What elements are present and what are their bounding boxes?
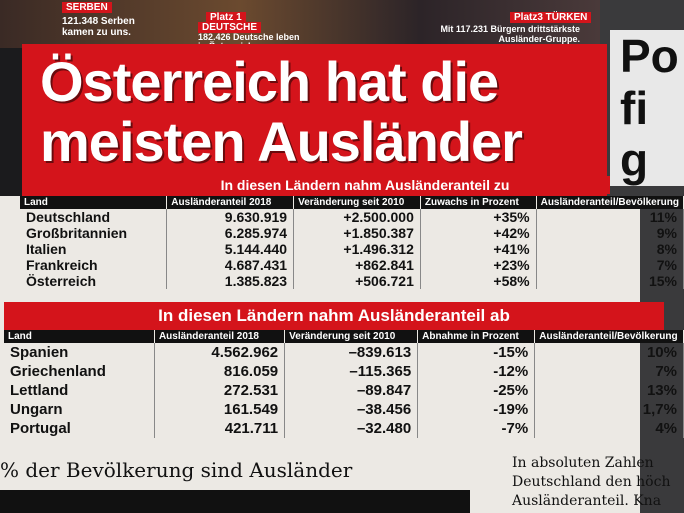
table-row: Lettland 272.531 –89.847 -25% 13% — [4, 381, 684, 400]
table-cell: -25% — [417, 381, 536, 400]
table-cell: 9% — [536, 225, 684, 241]
text-line: In absoluten Zahlen — [512, 455, 654, 471]
headline: meisten Ausländer — [40, 110, 523, 173]
table-cell: Portugal — [4, 419, 155, 438]
table-cell: +2.500.000 — [293, 209, 421, 225]
column-header: Land — [20, 196, 168, 209]
table-cell: 4.687.431 — [166, 257, 295, 273]
table-cell: 4.562.962 — [154, 343, 286, 362]
bottom-text: In absoluten Zahlen Deutschland den höch… — [512, 454, 670, 511]
table-cell: –32.480 — [284, 419, 419, 438]
table-row: Italien 5.144.440 +1.496.312 +41% 8% — [20, 241, 684, 257]
table-cell: –115.365 — [284, 362, 419, 381]
table-row: Deutschland 9.630.919 +2.500.000 +35% 11% — [20, 209, 684, 225]
table-cell: Frankreich — [20, 257, 168, 273]
table-cell: +1.496.312 — [293, 241, 421, 257]
table-cell: +41% — [420, 241, 537, 257]
table-cell: 11% — [536, 209, 684, 225]
column-header: Ausländeranteil/Bevölkerung — [536, 196, 684, 209]
table-cell: +506.721 — [293, 273, 421, 289]
caption-rank: Platz 1 — [206, 12, 246, 23]
table-cell: –38.456 — [284, 400, 419, 419]
column-header: Abnahme in Prozent — [417, 330, 536, 343]
table-row: Ungarn 161.549 –38.456 -19% 1,7% — [4, 400, 684, 419]
table-cell: 161.549 — [154, 400, 286, 419]
table-cell: Deutschland — [20, 209, 168, 225]
table-cell: Österreich — [20, 273, 168, 289]
table-cell: -15% — [417, 343, 536, 362]
dark-bar — [0, 490, 470, 513]
table-cell: Spanien — [4, 343, 155, 362]
table-cell: 6.285.974 — [166, 225, 295, 241]
table-cell: 272.531 — [154, 381, 286, 400]
header-row: Land Ausländeranteil 2018 Veränderung seit… — [20, 196, 684, 209]
table-cell: 7% — [536, 257, 684, 273]
table-cell: Ungarn — [4, 400, 155, 419]
column-header: Veränderung seit 2010 — [284, 330, 419, 343]
table-title: In diesen Ländern nahm Ausländeranteil z… — [120, 176, 610, 194]
side-text: g — [610, 134, 684, 186]
table-row: Spanien 4.562.962 –839.613 -15% 10% — [4, 343, 684, 362]
table-row: Griechenland 816.059 –115.365 -12% 7% — [4, 362, 684, 381]
text-line: Ausländeranteil. Kna — [512, 493, 662, 509]
table-cell: +862.841 — [293, 257, 421, 273]
table-cell: Italien — [20, 241, 168, 257]
table-cell: -19% — [417, 400, 536, 419]
caption: 121.348 Serben kamen zu uns. — [62, 16, 135, 38]
column-header: Ausländeranteil 2018 — [166, 196, 295, 209]
table-cell: 5.144.440 — [166, 241, 295, 257]
table-cell: 816.059 — [154, 362, 286, 381]
table-cell: -7% — [417, 419, 536, 438]
table-cell: +1.850.387 — [293, 225, 421, 241]
table-cell: Griechenland — [4, 362, 155, 381]
bottom-heading: % der Bevölkerung sind Ausländer — [0, 458, 353, 482]
table-cell: 1.385.823 — [166, 273, 295, 289]
headline: Österreich hat die — [40, 50, 499, 113]
table-cell: Lettland — [4, 381, 155, 400]
caption-rank: Platz3 TÜRKEN — [510, 12, 592, 23]
table-cell: +42% — [420, 225, 537, 241]
table-row: Frankreich 4.687.431 +862.841 +23% 7% — [20, 257, 684, 273]
table-row: Österreich 1.385.823 +506.721 +58% 15% — [20, 273, 684, 289]
caption: Mit 117.231 Bürgern drittstärkste Auslän… — [440, 24, 580, 44]
side-text: Po — [610, 30, 684, 82]
header-row: Land Ausländeranteil 2018 Veränderung seit… — [4, 330, 684, 343]
table-cell: 1,7% — [534, 400, 684, 419]
table-cell: Großbritannien — [20, 225, 168, 241]
caption-tag: SERBEN — [62, 2, 112, 13]
headline-banner — [22, 44, 607, 196]
column-header: Veränderung seit 2010 — [293, 196, 421, 209]
table-row: Portugal 421.711 –32.480 -7% 4% — [4, 419, 684, 438]
table-cell: –839.613 — [284, 343, 419, 362]
table-cell: 7% — [534, 362, 684, 381]
data-table: Land Ausländeranteil 2018 Veränderung seit… — [4, 330, 684, 438]
side-text: fi — [610, 82, 684, 134]
column-header: Ausländeranteil/Bevölkerung — [534, 330, 684, 343]
text-line: Deutschland den höch — [512, 474, 671, 490]
table-cell: +23% — [420, 257, 537, 273]
table-cell: 4% — [534, 419, 684, 438]
caption-tag: DEUTSCHE — [198, 22, 262, 33]
column-header: Zuwachs in Prozent — [420, 196, 537, 209]
table-title: In diesen Ländern nahm Ausländeranteil a… — [4, 302, 664, 330]
table-cell: 13% — [534, 381, 684, 400]
table-cell: 9.630.919 — [166, 209, 295, 225]
table-cell: –89.847 — [284, 381, 419, 400]
column-header: Ausländeranteil 2018 — [154, 330, 286, 343]
column-header: Land — [4, 330, 155, 343]
table-cell: -12% — [417, 362, 536, 381]
table-cell: 15% — [536, 273, 684, 289]
table-cell: +35% — [420, 209, 537, 225]
data-table: Land Ausländeranteil 2018 Veränderung seit… — [20, 196, 684, 289]
table-row: Großbritannien 6.285.974 +1.850.387 +42% 9% — [20, 225, 684, 241]
table-cell: +58% — [420, 273, 537, 289]
table-cell: 421.711 — [154, 419, 286, 438]
table-cell: 10% — [534, 343, 684, 362]
table-cell: 8% — [536, 241, 684, 257]
